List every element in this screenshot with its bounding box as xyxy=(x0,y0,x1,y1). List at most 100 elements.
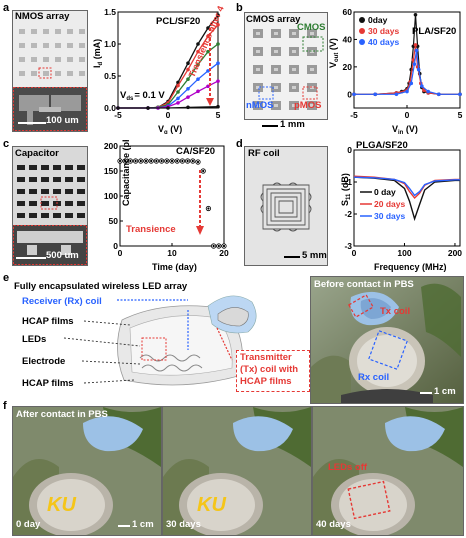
day0-label: 0 day xyxy=(16,519,41,530)
chart-a-plot-point xyxy=(186,67,190,72)
chart-a-plot-point xyxy=(206,34,210,39)
chart-b-plot-ytick-label: 40 xyxy=(343,34,353,44)
capacitor-title: Capacitor xyxy=(15,148,59,159)
cmos-label: CMOS xyxy=(297,22,326,33)
cmos-array-photo xyxy=(244,12,328,120)
chart-c-plot-point-core xyxy=(155,159,158,163)
schematic-graphic xyxy=(63,295,257,386)
chart-c-plot-point-core xyxy=(165,159,168,163)
chart-c-plot-xtick-label: 10 xyxy=(167,248,177,258)
chart-c-plot-point-core xyxy=(212,244,215,248)
chart-c-arrow-head xyxy=(196,226,204,235)
capacitor-photo xyxy=(12,146,88,266)
svg-text:KU: KU xyxy=(197,494,226,516)
chart-c-plot-point-core xyxy=(207,207,210,210)
rf-coil-title: RF coil xyxy=(248,148,280,159)
chart-a-plot-point xyxy=(186,77,190,81)
chart-b-plot-point xyxy=(405,89,409,94)
chart-a-plot-ytick-label: 0.0 xyxy=(104,103,116,113)
chart-c-plot-point-core xyxy=(217,244,220,248)
nmos-array-photo xyxy=(12,10,88,132)
chart-a-plot-point xyxy=(146,106,150,110)
chart-c-plot-xtick-label: 0 xyxy=(118,248,123,258)
chart-b-legend-2: 40 days xyxy=(368,37,399,47)
vds-value: = 0.1 V xyxy=(134,90,165,101)
chart-b-legend-0: 0day xyxy=(368,15,388,25)
chart-d-legend-2: 30 days xyxy=(374,211,405,221)
before-pbs-photo xyxy=(310,276,464,404)
chart-b-title: PLA/SF20 xyxy=(412,26,456,37)
chart-c-ylabel: Capacitance (pF) xyxy=(121,140,131,206)
capacitor-scale-text: 500 um xyxy=(46,250,79,261)
chart-b-plot-point xyxy=(437,92,441,97)
chart-a-plot: -5 0 5 0.0 0.5 1.0 1.5 xyxy=(104,7,220,120)
chart-a-plot-point xyxy=(206,69,210,73)
chart-c-plot-ytick-label: 150 xyxy=(104,166,118,176)
chart-b: -5 0 5 0 20 40 60 PLA/SF20 0day 30 days 40 day… xyxy=(328,7,463,134)
schematic-title: Fully encapsulated wireless LED array xyxy=(14,281,188,292)
rf-coil-photo xyxy=(244,146,328,266)
chart-d-plot-xtick-label: 200 xyxy=(448,248,462,258)
before-pbs-graphic xyxy=(311,277,463,403)
chart-c-plot-point-core xyxy=(170,159,174,163)
panel-label-b: b xyxy=(236,2,243,14)
chart-a-plot-point xyxy=(176,90,180,94)
chart-c-plot-point-core xyxy=(196,160,200,164)
chart-a-plot-point xyxy=(196,49,200,54)
chart-a: -5 0 50.00.51.01.5 PCL/SF20 Vds= 0.1 V Tra… xyxy=(92,6,232,134)
transmitter-line1: Transmitter xyxy=(240,352,292,363)
chart-c-plot-point-core xyxy=(181,159,184,163)
nmos-scale-text: 100 um xyxy=(46,115,79,126)
chart-a-plot-point xyxy=(216,79,220,83)
chart-b-plot-point xyxy=(420,84,424,88)
leds-off-label: LEDs off xyxy=(328,462,368,473)
day30-photo: KU xyxy=(162,406,312,536)
chart-d: 0 100 200 -3 -2 -1 0 PLGA/SF20 0 day 20 days 3… xyxy=(340,140,462,272)
rf-coil-graphic xyxy=(245,147,327,265)
chart-a-plot-point xyxy=(216,23,220,27)
leds-label: LEDs xyxy=(22,334,47,345)
chart-a-vds: Vds= 0.1 V xyxy=(120,90,165,102)
chart-b-plot-ytick-label: 0 xyxy=(347,89,352,99)
chart-a-plot-xtick-label: 0 xyxy=(166,110,171,120)
chart-d-legend: 0 day 20 days 30 days xyxy=(360,187,405,221)
chart-b-xlabel: Vin (V) xyxy=(392,124,418,134)
chart-d-title: PLGA/SF20 xyxy=(356,140,408,151)
hcap-top-label: HCAP films xyxy=(22,316,74,327)
chart-b-legend-1: 30 days xyxy=(368,26,399,36)
chart-a-plot-point xyxy=(176,96,180,101)
chart-a-ylabel: Id (mA) xyxy=(92,39,104,68)
nmos-label: nMOS xyxy=(246,100,274,111)
panel-label-d: d xyxy=(236,138,243,150)
day0-scale-text: 1 cm xyxy=(132,519,154,530)
rf-coil-scale-bar xyxy=(284,256,300,258)
day40-label: 40 days xyxy=(316,519,351,530)
chart-c-plot-point-core xyxy=(118,159,122,163)
chart-d-legend-1: 20 days xyxy=(374,199,405,209)
chart-d-plot-ytick-label: 0 xyxy=(347,145,352,155)
chart-d-plot-xtick-label: 0 xyxy=(352,248,357,258)
chart-a-plot-point xyxy=(196,62,200,67)
chart-b-plot-point xyxy=(426,89,430,94)
chart-c-plot-point-core xyxy=(139,159,142,163)
chart-a-plot-point xyxy=(216,13,220,17)
transmitter-line2: (Tx) coil with xyxy=(240,364,299,375)
chart-d-plot-series-0 xyxy=(353,176,460,222)
rx-coil-label: Rx coil xyxy=(358,372,390,383)
chart-c-plot-point-core xyxy=(202,169,205,173)
day0-photo: KU xyxy=(12,406,162,536)
chart-c-plot-point-core xyxy=(176,159,179,163)
wireless-led-schematic xyxy=(12,280,308,398)
chart-a-plot-point xyxy=(196,89,200,94)
chart-a-plot-point xyxy=(186,87,190,91)
chart-c-plot-point-core xyxy=(124,159,127,163)
chart-a-plot-point xyxy=(186,105,190,110)
chart-a-plot-point xyxy=(216,42,220,46)
transmitter-line3: HCAP films xyxy=(240,376,292,387)
chart-b-plot-ytick-label: 60 xyxy=(343,7,353,17)
panel-label-c: c xyxy=(3,138,10,150)
chart-d-plot-ytick-label: -3 xyxy=(344,241,352,251)
chart-a-plot-point xyxy=(216,61,220,65)
nmos-scale-bar xyxy=(18,122,46,124)
